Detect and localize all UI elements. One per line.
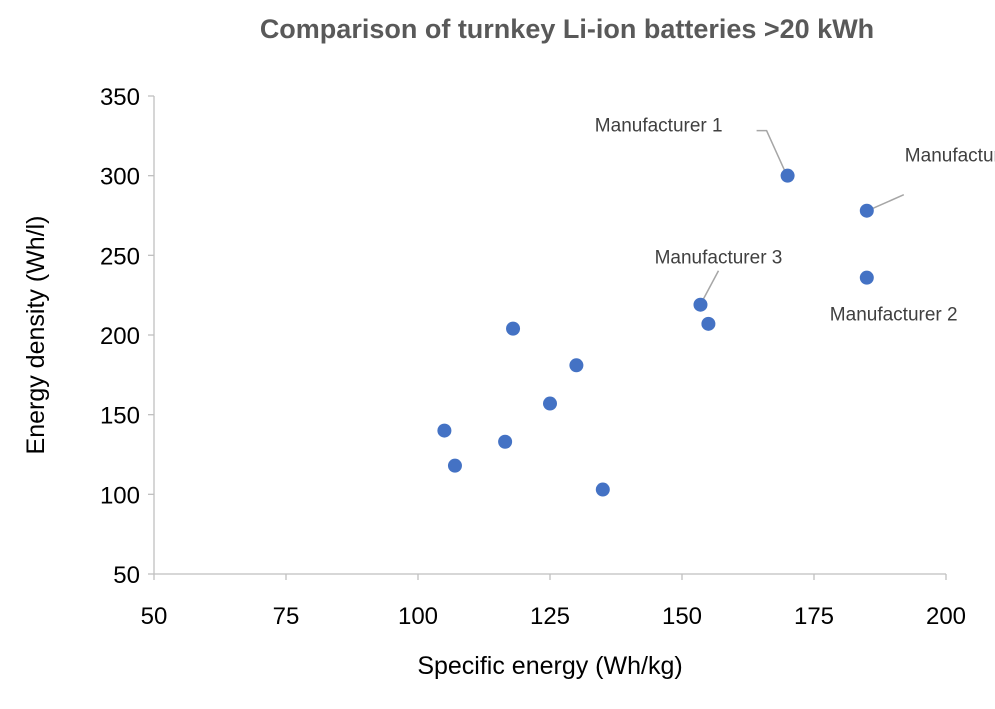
annotation-label: Manufacturer 1 <box>595 116 723 137</box>
leader-line <box>756 129 787 173</box>
data-point <box>569 358 584 373</box>
y-tick-label: 300 <box>100 164 140 191</box>
leader-line <box>869 194 905 211</box>
data-point <box>701 316 716 331</box>
data-point <box>543 396 557 411</box>
x-tick-label: 150 <box>662 603 702 630</box>
axes: 50 75 100 125 150 175 200 50 100 150 200 250 300 350 <box>100 84 966 630</box>
data-point <box>859 203 874 218</box>
x-tick-label: 100 <box>398 603 438 630</box>
data-point <box>437 423 452 438</box>
y-tick-label: 250 <box>100 243 140 270</box>
data-point <box>693 297 708 312</box>
data-point <box>595 482 610 497</box>
annotation-label: Manufacturer 2 <box>905 146 995 167</box>
data-points <box>437 168 874 497</box>
y-tick-label: 200 <box>100 323 140 350</box>
annotation-label: Manufacturer 3 <box>655 248 783 269</box>
y-tick-label: 100 <box>100 482 140 509</box>
annotations: Manufacturer 1 Manufacturer 2 Manufacturer… <box>595 116 995 326</box>
annotation-leader-lines <box>701 129 905 302</box>
x-axis-label: Specific energy (Wh/kg) <box>417 652 682 680</box>
data-point <box>447 458 462 473</box>
x-tick-label: 50 <box>141 603 168 630</box>
data-point <box>780 168 795 183</box>
x-tick-label: 125 <box>530 603 570 630</box>
y-tick-label: 50 <box>113 562 140 589</box>
annotation-label: Manufacturer 2 <box>830 305 958 326</box>
data-point <box>859 270 874 285</box>
data-point <box>498 434 513 449</box>
x-tick-label: 75 <box>273 603 300 630</box>
chart-title: Comparison of turnkey Li-ion batteries >… <box>260 14 874 44</box>
x-tick-label: 175 <box>794 603 834 630</box>
leader-line <box>701 270 720 302</box>
y-tick-label: 350 <box>100 84 140 111</box>
x-tick-label: 200 <box>926 603 966 630</box>
y-tick-label: 150 <box>100 403 140 430</box>
y-axis-label: Energy density (Wh/l) <box>22 216 50 455</box>
data-point <box>506 321 521 336</box>
